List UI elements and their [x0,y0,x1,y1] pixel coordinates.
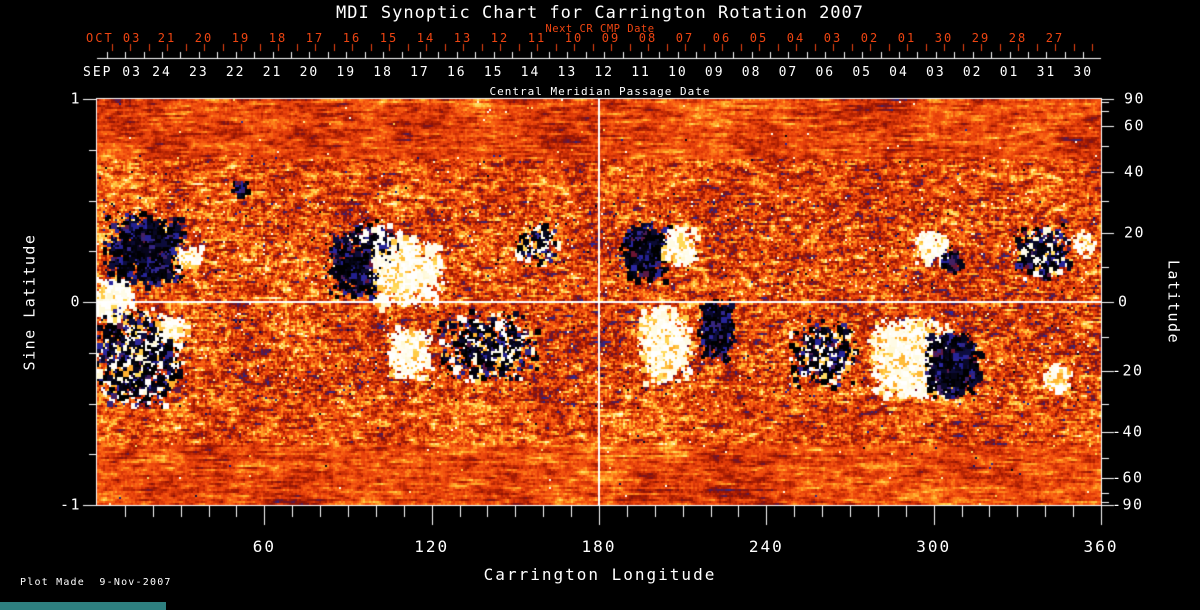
cmp-day-label: 10 [668,65,688,80]
cmp-day-label: 07 [778,65,799,80]
red-cmp-day-label: 29 [971,31,991,45]
cmp-day-label: 19 [336,65,357,80]
red-cmp-day-label: 03 [823,31,843,45]
red-cmp-day-label: 04 [786,31,806,45]
cmp-day-label: 23 [189,65,209,80]
cmp-day-label: 05 [852,65,872,80]
red-cmp-day-label: 12 [490,31,510,45]
cmp-day-label: 30 [1073,65,1094,80]
teal-bar [0,602,166,610]
red-cmp-day-label: 18 [268,31,288,45]
next-cr-cmp-date-label: Next CR CMP Date [545,23,655,35]
red-cmp-day-label: 10 [564,31,584,45]
cmp-day-label: 18 [373,65,393,80]
red-cmp-day-label: 06 [712,31,732,45]
cmp-day-label: 06 [815,65,836,80]
cmp-day-label: 16 [446,65,467,80]
cmp-day-label: 22 [225,65,246,80]
cmp-day-label: 11 [631,65,651,80]
sine-latitude-tick-label: -1 [59,495,81,514]
latitude-tick-label: -60 [1112,468,1144,487]
carrington-longitude-axis-label: Carrington Longitude [483,565,717,584]
longitude-tick-label: 360 [1083,537,1119,556]
cmp-day-label: 17 [410,65,430,80]
cmp-day-label: 21 [262,65,283,80]
cmp-day-label: 01 [999,65,1020,80]
latitude-tick-label: -90 [1112,495,1144,514]
longitude-tick-label: 180 [581,537,617,556]
red-cmp-day-label: 02 [860,31,880,45]
plot-made-label: Plot Made 9-Nov-2007 [20,577,172,588]
longitude-tick-label: 60 [252,537,276,556]
cmp-axis-label: Central Meridian Passage Date [489,85,711,98]
red-cmp-day-label: 15 [379,31,399,45]
red-cmp-day-label: 19 [231,31,251,45]
red-cmp-day-label: 30 [934,31,954,45]
sine-latitude-tick-label: 0 [70,292,81,311]
cmp-day-label: 09 [704,65,725,80]
cmp-day-label: 03 [926,65,946,80]
sine-latitude-tick-label: 1 [70,89,81,108]
longitude-tick-label: 300 [916,537,952,556]
chart-title: MDI Synoptic Chart for Carrington Rotati… [335,3,865,23]
cmp-day-label: 24 [152,65,172,80]
red-cmp-day-label: 05 [749,31,769,45]
red-cmp-day-label: 11 [527,31,547,45]
latitude-tick-label: 60 [1124,116,1146,135]
red-cmp-day-label: 16 [342,31,362,45]
cmp-day-label: 04 [889,65,909,80]
red-cmp-day-label: 28 [1008,31,1028,45]
latitude-tick-label: -20 [1112,361,1144,380]
latitude-axis-label: Latitude [1164,259,1183,345]
cmp-day-label: 31 [1036,65,1057,80]
cmp-day-label: 02 [962,65,983,80]
latitude-tick-label: 0 [1118,292,1129,311]
cmp-day-label: 13 [557,65,578,80]
red-cmp-day-label: 20 [194,31,214,45]
cmp-day-label: 12 [594,65,615,80]
red-cmp-day-label: 21 [157,31,177,45]
longitude-tick-label: 240 [748,537,784,556]
red-cmp-day-label: 01 [897,31,917,45]
latitude-tick-label: 20 [1124,223,1146,242]
red-cmp-day-label: 13 [453,31,473,45]
cmp-day-label: 08 [741,65,762,80]
cmp-day-label: 20 [299,65,320,80]
red-cmp-day-label: 27 [1045,31,1065,45]
red-cmp-day-label: 08 [638,31,658,45]
sine-latitude-axis-label: Sine Latitude [20,233,39,371]
cmp-day-label: 14 [520,65,541,80]
red-cmp-day-label: 14 [416,31,436,45]
red-cmp-day-label: 17 [305,31,325,45]
cmp-day-label: 15 [483,65,504,80]
latitude-tick-label: 90 [1124,89,1146,108]
white-month-label: SEP 03 [83,65,142,80]
latitude-tick-label: -40 [1112,422,1144,441]
red-cmp-day-label: 07 [675,31,695,45]
latitude-tick-label: 40 [1124,162,1146,180]
red-month-label: OCT 03 [86,31,142,45]
longitude-tick-label: 120 [414,537,450,556]
red-cmp-day-label: 09 [601,31,621,45]
